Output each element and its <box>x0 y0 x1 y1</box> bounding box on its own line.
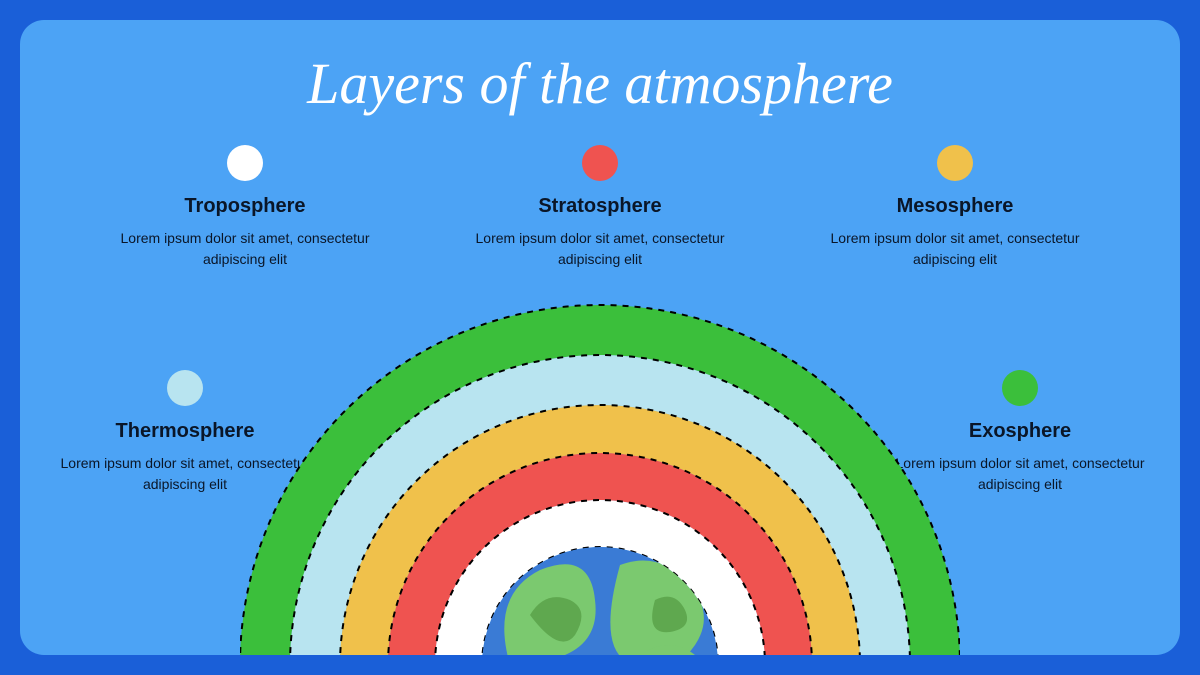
item-label: Troposphere <box>115 195 375 218</box>
dot-icon <box>937 145 973 181</box>
slide-panel: Layers of the atmosphere Troposphere Lor… <box>20 20 1180 655</box>
item-label: Stratosphere <box>470 195 730 218</box>
item-desc: Lorem ipsum dolor sit amet, consectetur … <box>825 228 1085 270</box>
item-desc: Lorem ipsum dolor sit amet, consectetur … <box>470 228 730 270</box>
dot-icon <box>167 370 203 406</box>
item-label: Mesosphere <box>825 195 1085 218</box>
item-desc: Lorem ipsum dolor sit amet, consectetur … <box>115 228 375 270</box>
layer-item-stratosphere: Stratosphere Lorem ipsum dolor sit amet,… <box>470 145 730 270</box>
slide-title: Layers of the atmosphere <box>20 50 1180 117</box>
layer-item-troposphere: Troposphere Lorem ipsum dolor sit amet, … <box>115 145 375 270</box>
atmosphere-arcs-diagram <box>240 265 960 655</box>
dot-icon <box>1002 370 1038 406</box>
layer-item-mesosphere: Mesosphere Lorem ipsum dolor sit amet, c… <box>825 145 1085 270</box>
dot-icon <box>582 145 618 181</box>
dot-icon <box>227 145 263 181</box>
